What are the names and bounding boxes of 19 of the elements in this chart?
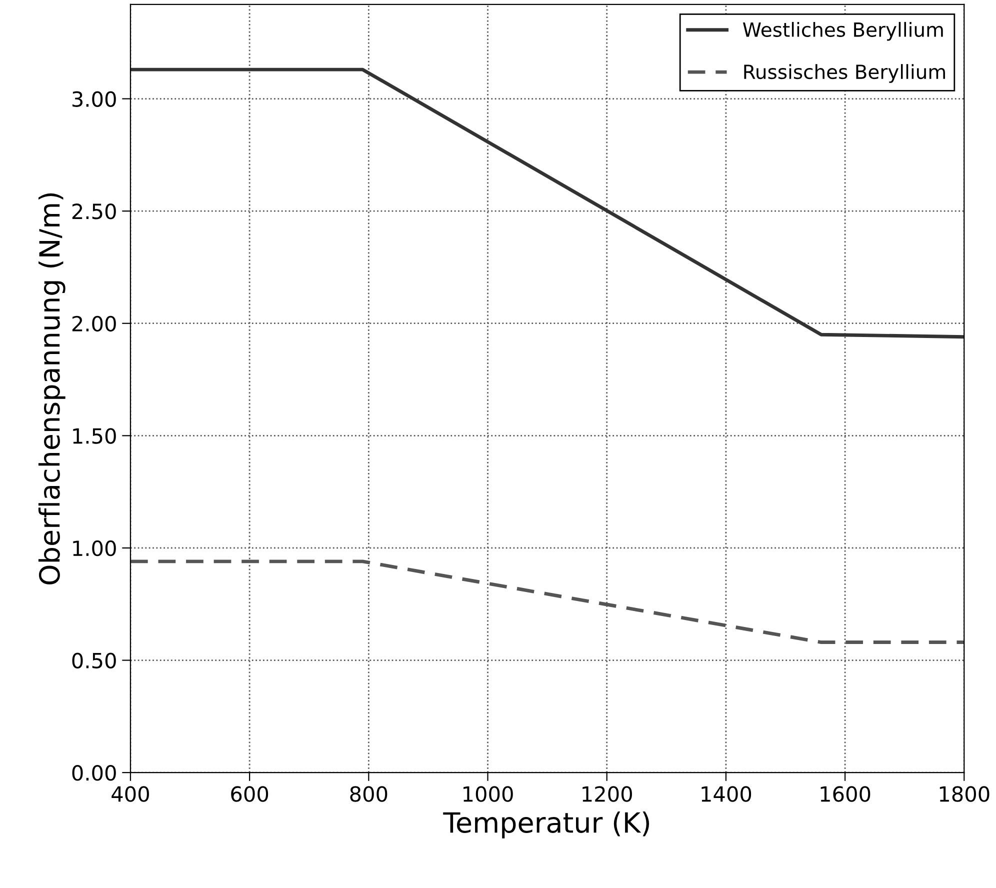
legend-label: Westliches Beryllium: [742, 22, 943, 41]
x-tick-label: 1800: [940, 786, 990, 802]
y-tick-label: 3.00: [72, 91, 116, 107]
x-tick-label: 400: [112, 786, 149, 802]
y-tick-label: 1.50: [73, 428, 116, 444]
x-tick-label: 600: [231, 786, 268, 802]
y-axis-title: Oberflachenspannung (N/m): [38, 193, 66, 584]
x-tick-label: 1600: [820, 786, 870, 802]
y-tick-label: 2.00: [72, 316, 116, 332]
y-tick-label: 0.50: [72, 652, 116, 668]
x-tick-label: 1200: [582, 786, 632, 802]
y-tick-label: 0.00: [72, 765, 116, 781]
x-tick-label: 1400: [702, 786, 752, 802]
y-tick-label: 2.50: [72, 204, 116, 220]
x-tick-label: 800: [350, 786, 388, 802]
legend-label: Russisches Beryllium: [744, 64, 945, 83]
y-tick-label: 1.00: [73, 540, 116, 556]
x-axis-title: Temperatur (K): [443, 812, 650, 838]
x-tick-label: 1000: [464, 786, 513, 802]
